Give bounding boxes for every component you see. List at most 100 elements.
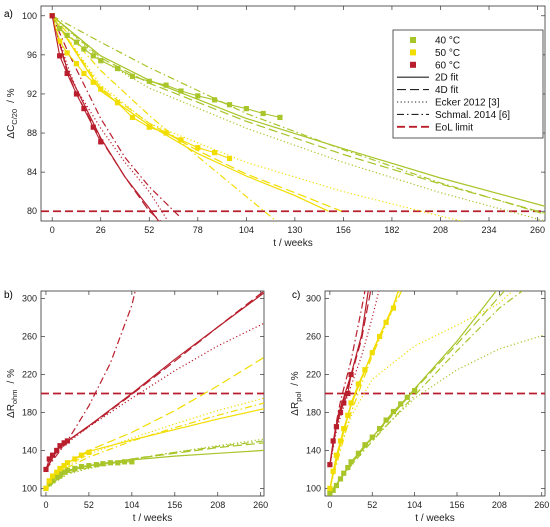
legend-label: 60 °C	[435, 60, 460, 71]
fit-line-60C-ecker	[51, 15, 169, 221]
data-point-60C	[46, 456, 52, 462]
legend-box	[392, 29, 544, 139]
x-tick-label: 156	[167, 500, 182, 510]
data-point-40C	[98, 58, 104, 64]
fit-line-50C-ecker	[45, 397, 264, 489]
x-tick-label: 260	[253, 500, 268, 510]
data-point-50C	[212, 149, 218, 156]
data-point-50C	[341, 426, 347, 432]
data-point-60C	[81, 106, 87, 112]
data-point-60C	[345, 390, 351, 397]
data-point-50C	[337, 438, 344, 444]
data-point-40C	[121, 459, 128, 465]
x-tick-label: 78	[193, 225, 203, 235]
fit-line-50C-4d	[51, 15, 342, 212]
data-point-40C	[146, 78, 152, 84]
data-point-50C	[163, 130, 169, 136]
data-point-40C	[115, 460, 121, 466]
x-tick-label: 130	[287, 225, 302, 235]
data-point-40C	[57, 471, 63, 477]
x-tick-label: 104	[407, 500, 422, 510]
data-point-50C	[330, 468, 336, 474]
data-point-50C	[98, 86, 104, 92]
data-point-50C	[129, 114, 136, 121]
legend-item: 60 °C	[410, 60, 460, 71]
data-point-40C	[64, 467, 71, 473]
data-point-50C	[73, 61, 80, 67]
fit-line-60C-4d	[45, 291, 264, 470]
data-point-40C	[86, 463, 92, 469]
y-tick-label: 220	[22, 370, 37, 380]
data-point-40C	[114, 65, 121, 72]
fit-line-50C-4d	[329, 291, 400, 489]
data-point-40C	[341, 470, 347, 476]
legend-marker	[410, 37, 416, 43]
data-point-40C	[49, 478, 56, 484]
data-point-60C	[49, 452, 56, 458]
y-axis-label-unit: / %	[6, 369, 17, 384]
data-point-60C	[73, 91, 80, 97]
data-point-60C	[54, 447, 60, 454]
legend-label: EoL limit	[435, 122, 473, 133]
data-point-60C	[327, 462, 333, 468]
y-axis-label-unit: / %	[290, 371, 301, 386]
data-point-50C	[43, 485, 49, 492]
y-tick-label: 220	[306, 370, 321, 380]
data-point-40C	[337, 476, 344, 482]
data-point-50C	[383, 319, 389, 325]
x-axis-label: t / weeks	[415, 513, 454, 524]
data-point-40C	[398, 401, 404, 407]
data-point-40C	[129, 459, 135, 465]
x-axis-label: t / weeks	[133, 513, 172, 524]
data-point-40C	[355, 450, 362, 456]
data-point-50C	[72, 456, 78, 462]
data-point-60C	[61, 440, 67, 446]
x-tick-label: 260	[530, 225, 545, 235]
legend-item: 50 °C	[410, 48, 460, 59]
data-point-40C	[73, 39, 80, 45]
y-axis-label-main: ΔR	[290, 402, 301, 416]
legend-item: EoL limit	[397, 122, 473, 133]
data-point-40C	[61, 469, 67, 475]
data-point-50C	[114, 100, 121, 106]
legend-marker	[410, 61, 416, 68]
data-point-50C	[178, 137, 184, 143]
data-point-40C	[226, 102, 233, 108]
data-point-60C	[49, 13, 55, 19]
y-tick-label: 260	[306, 332, 321, 342]
x-tick-label: 208	[492, 500, 507, 510]
data-point-50C	[333, 452, 340, 458]
x-tick-label: 156	[336, 225, 351, 235]
data-point-60C	[333, 424, 340, 430]
data-point-40C	[54, 474, 60, 480]
data-point-50C	[81, 70, 87, 77]
legend-label: 50 °C	[435, 48, 460, 59]
data-point-40C	[57, 25, 63, 32]
data-point-50C	[390, 305, 397, 311]
legend-marker	[410, 49, 416, 56]
plot-area	[325, 291, 545, 496]
y-tick-label: 140	[22, 445, 37, 455]
legend-item: 2D fit	[397, 73, 459, 84]
y-axis-label: ΔCC/20 / %	[6, 88, 19, 138]
x-tick-label: 156	[449, 500, 464, 510]
data-point-50C	[78, 452, 85, 458]
data-point-60C	[341, 400, 347, 406]
fit-line-50C-ecker	[329, 291, 513, 489]
data-point-60C	[90, 124, 96, 130]
data-point-40C	[93, 462, 99, 468]
x-tick-label: 104	[124, 500, 139, 510]
panel-label: c)	[292, 290, 300, 301]
data-point-60C	[57, 443, 63, 449]
fit-line-50C-schmal	[45, 402, 264, 489]
x-tick-label: 208	[210, 500, 225, 510]
data-point-50C	[64, 460, 71, 466]
y-axis-label-main: ΔR	[6, 404, 17, 418]
legend-label: Ecker 2012 [3]	[435, 98, 500, 109]
y-axis-label-sub: ohm	[10, 389, 19, 404]
x-tick-label: 0	[43, 500, 48, 510]
data-point-40C	[46, 481, 52, 487]
panel-label: a)	[4, 9, 13, 20]
data-point-60C	[64, 438, 71, 444]
